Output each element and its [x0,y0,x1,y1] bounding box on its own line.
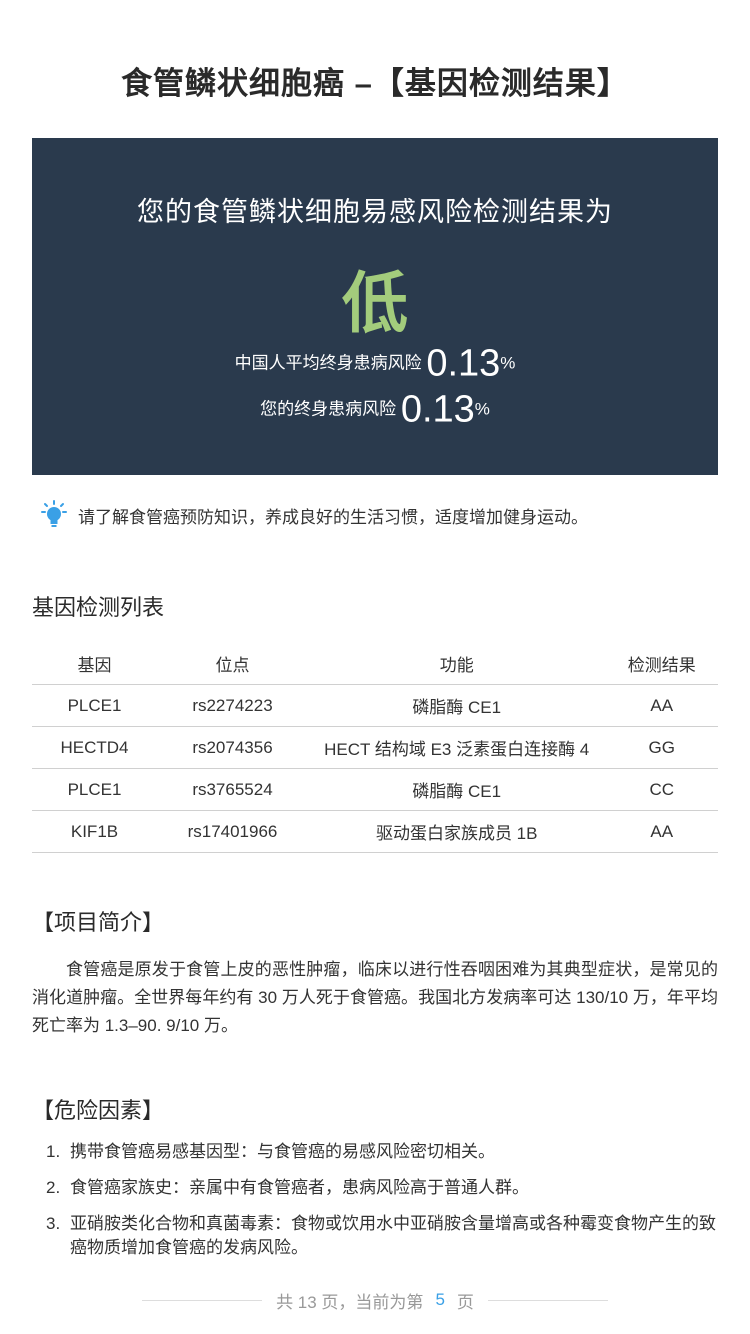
table-row: HECTD4 rs2074356 HECT 结构域 E3 泛素蛋白连接酶 4 G… [32,726,718,769]
percent-sign: % [500,353,516,373]
gene-cell: PLCE1 [32,768,158,811]
cn-risk-label: 中国人平均终身患病风险 [234,353,422,373]
gene-cell: PLCE1 [32,684,158,727]
intro-paragraph: 食管癌是原发于食管上皮的恶性肿瘤，临床以进行性吞咽困难为其典型症状，是常见的消化… [32,960,718,1035]
site-cell: rs17401966 [157,810,308,853]
result-cell: GG [605,726,718,769]
divider [487,1299,608,1301]
list-item: 2. 食管癌家族史：亲属中有食管癌者，患病风险高于普通人群。 [46,1178,529,1197]
site-cell: rs3765524 [157,768,308,811]
page-title: 食管鳞状细胞癌 –【基因检测结果】 [121,66,629,101]
risk-factor-text: 携带食管癌易感基因型：与食管癌的易感风险密切相关。 [70,1142,495,1161]
header-result: 检测结果 [605,642,718,685]
self-risk-label: 您的终身患病风险 [260,399,397,419]
lightbulb-icon [41,500,67,527]
self-risk-value: 0.13 [400,388,475,431]
cn-average-risk: 中国人平均终身患病风险 0.13% [32,343,718,384]
list-item: 1. 携带食管癌易感基因型：与食管癌的易感风险密切相关。 [46,1142,495,1161]
function-cell: 磷脂酶 CE1 [307,684,606,727]
result-headline: 您的食管鳞状细胞易感风险检测结果为 [137,197,613,227]
risk-factors-list: 1. 携带食管癌易感基因型：与食管癌的易感风险密切相关。 2. 食管癌家族史：亲属中… [32,1140,718,1272]
list-item: 3. 亚硝胺类化合物和真菌毒素：食物或饮用水中亚硝胺含量增高或各种霉变食物产生的致… [46,1214,716,1257]
result-cell: AA [605,810,718,853]
page-indicator: 共 13 页，当前为第 5 页 [0,1288,750,1312]
gene-table: 基因 位点 功能 检测结果 PLCE1 rs2274223 磷脂酶 CE1 AA… [32,642,718,853]
gene-cell: KIF1B [32,810,158,853]
cn-risk-value: 0.13 [426,342,501,385]
percent-sign: % [474,399,490,419]
table-header-row: 基因 位点 功能 检测结果 [32,642,718,685]
function-cell: 驱动蛋白家族成员 1B [307,810,606,853]
tip-text: 请了解食管癌预防知识，养成良好的生活习惯，适度增加健身运动。 [78,507,588,527]
header-gene: 基因 [32,642,158,685]
page-count-suffix: 页 [456,1292,474,1312]
divider [142,1299,263,1301]
result-cell: CC [605,768,718,811]
gene-cell: HECTD4 [32,726,158,769]
result-card: 您的食管鳞状细胞易感风险检测结果为 低 中国人平均终身患病风险 0.13% 您的… [32,138,718,475]
header-site: 位点 [157,642,308,685]
site-cell: rs2274223 [157,684,308,727]
function-cell: 磷脂酶 CE1 [307,768,606,811]
self-risk: 您的终身患病风险 0.13% [32,389,718,430]
risk-factor-text: 亚硝胺类化合物和真菌毒素：食物或饮用水中亚硝胺含量增高或各种霉变食物产生的致癌物… [70,1214,716,1257]
function-cell: HECT 结构域 E3 泛素蛋白连接酶 4 [307,726,606,769]
result-cell: AA [605,684,718,727]
risk-factor-text: 食管癌家族史：亲属中有食管癌者，患病风险高于普通人群。 [70,1178,529,1197]
health-tip: 请了解食管癌预防知识，养成良好的生活习惯，适度增加健身运动。 [38,500,588,530]
site-cell: rs2074356 [157,726,308,769]
page-count-prefix: 共 13 页，当前为第 [276,1292,424,1312]
table-row: KIF1B rs17401966 驱动蛋白家族成员 1B AA [32,810,718,853]
table-row: PLCE1 rs3765524 磷脂酶 CE1 CC [32,768,718,811]
risk-level: 低 [342,266,408,340]
gene-list-title: 基因检测列表 [32,595,165,620]
header-function: 功能 [307,642,606,685]
intro-title: 【项目简介】 [32,910,165,935]
current-page-number: 5 [435,1290,445,1309]
table-row: PLCE1 rs2274223 磷脂酶 CE1 AA [32,684,718,727]
risk-factors-title: 【危险因素】 [32,1098,165,1123]
